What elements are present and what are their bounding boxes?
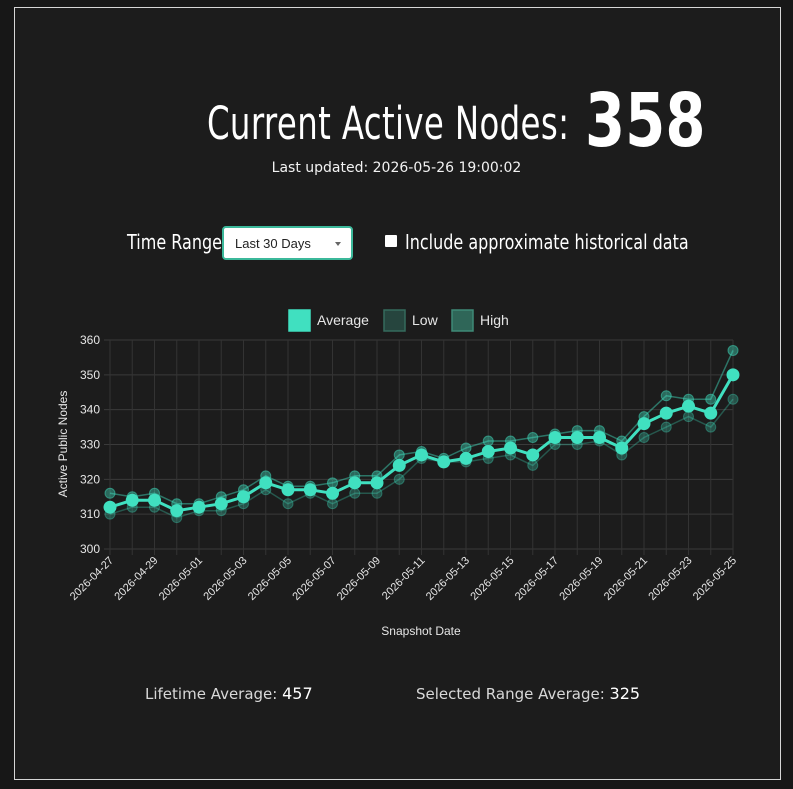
y-tick-label: 360 (80, 333, 100, 347)
average-data-point (548, 431, 562, 445)
y-tick-label: 310 (80, 507, 100, 521)
low-data-point (393, 473, 405, 485)
average-data-point (570, 431, 584, 445)
x-tick-label: 2026-05-15 (468, 555, 516, 603)
x-tick-label: 2026-05-19 (557, 555, 605, 603)
page-title: Current Active Nodes: (206, 97, 569, 150)
average-data-point (481, 444, 495, 458)
average-data-point (704, 406, 718, 420)
y-axis-title: Active Public Nodes (56, 391, 70, 498)
low-data-point (371, 487, 383, 499)
average-data-point (392, 458, 406, 472)
low-data-point (349, 487, 361, 499)
average-data-point (593, 431, 606, 445)
average-data-point (348, 476, 362, 490)
active-node-count: 358 (584, 78, 706, 164)
average-data-point (192, 500, 206, 514)
historical-data-checkbox[interactable] (385, 235, 397, 247)
average-data-point (148, 493, 161, 507)
average-data-point (214, 497, 228, 511)
average-data-point (637, 417, 651, 431)
lifetime-average-label: Lifetime Average: (145, 685, 278, 703)
legend-swatch-average (288, 309, 311, 332)
average-data-point (459, 451, 473, 465)
average-data-point (437, 455, 451, 469)
x-tick-label: 2026-04-27 (68, 555, 116, 603)
high-data-point (104, 487, 116, 499)
high-data-point (460, 442, 472, 454)
last-updated-text: Last updated: 2026-05-26 19:00:02 (271, 160, 522, 176)
low-data-point (527, 459, 539, 471)
high-data-point (660, 390, 672, 402)
time-range-label: Time Range: (127, 230, 228, 254)
x-tick-label: 2026-05-13 (424, 555, 472, 603)
average-data-point (326, 486, 339, 500)
average-data-point (125, 493, 139, 507)
x-tick-label: 2026-05-17 (513, 555, 561, 603)
lifetime-average-value: 457 (282, 684, 313, 703)
high-data-point (705, 393, 717, 405)
range-average: Selected Range Average: 325 (416, 684, 640, 703)
lifetime-average: Lifetime Average: 457 (145, 684, 313, 703)
average-data-point (303, 483, 317, 497)
legend-label-average: Average (317, 312, 369, 328)
low-data-point (727, 393, 739, 405)
legend-label-low: Low (412, 312, 439, 328)
average-data-point (504, 441, 517, 455)
x-tick-label: 2026-04-29 (112, 555, 160, 603)
high-data-point (527, 432, 539, 444)
low-data-point (282, 498, 294, 510)
low-data-point (683, 411, 694, 423)
average-data-point (281, 483, 295, 497)
average-data-point (726, 368, 740, 382)
average-data-point (103, 500, 117, 514)
high-data-point (482, 435, 494, 447)
low-data-point (660, 421, 672, 433)
average-data-point (370, 476, 384, 490)
title-row: Current Active Nodes: 358 (0, 58, 793, 158)
x-tick-label: 2026-05-01 (157, 555, 205, 603)
average-data-point (170, 504, 184, 518)
chevron-down-icon (335, 242, 341, 246)
x-tick-label: 2026-05-05 (246, 555, 294, 603)
time-range-value: Last 30 Days (235, 235, 311, 251)
high-data-point (327, 477, 338, 489)
legend-swatch-low (383, 309, 406, 332)
average-data-point (659, 406, 673, 420)
x-tick-label: 2026-05-03 (201, 555, 249, 603)
x-tick-label: 2026-05-07 (290, 555, 338, 603)
average-data-point (682, 399, 695, 413)
y-tick-label: 340 (80, 403, 100, 417)
low-data-point (327, 498, 338, 510)
x-tick-label: 2026-05-21 (602, 555, 650, 603)
x-tick-label: 2026-05-25 (691, 555, 739, 603)
average-data-point (259, 476, 273, 490)
time-range-select[interactable]: Last 30 Days (222, 226, 353, 260)
y-tick-label: 300 (80, 542, 100, 556)
y-tick-label: 350 (80, 368, 100, 382)
low-data-point (638, 432, 650, 444)
nodes-line-chart: 300 310 320 330 340 350 360 2026-04-272026-04-2… (56, 309, 740, 638)
legend-swatch-high (451, 309, 474, 332)
range-average-label: Selected Range Average: (416, 685, 605, 703)
high-data-point (393, 449, 405, 461)
legend-label-high: High (480, 312, 509, 328)
average-data-point (615, 441, 629, 455)
y-tick-label: 330 (80, 438, 100, 452)
range-average-value: 325 (609, 684, 641, 703)
y-tick-label: 320 (80, 472, 100, 486)
x-tick-label: 2026-05-23 (646, 555, 694, 603)
average-data-point (415, 448, 428, 462)
x-tick-label: 2026-05-09 (335, 555, 383, 603)
high-data-point (727, 344, 739, 356)
average-data-point (237, 490, 250, 504)
x-axis-title: Snapshot Date (381, 624, 461, 638)
x-tick-label: 2026-05-11 (380, 555, 428, 603)
average-data-point (526, 448, 540, 462)
stats-row: Lifetime Average: 457 Selected Range Ave… (0, 684, 793, 708)
dashboard-panel (14, 7, 781, 780)
historical-data-label[interactable]: Include approximate historical data (405, 230, 689, 254)
controls-bar: Time Range: Last 30 Days Include approxi… (0, 226, 793, 262)
low-data-point (705, 421, 717, 433)
